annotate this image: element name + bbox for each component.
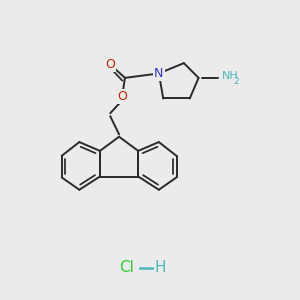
Text: N: N xyxy=(154,67,164,80)
Text: 2: 2 xyxy=(233,77,239,86)
Text: H: H xyxy=(154,260,166,275)
Text: O: O xyxy=(117,91,127,103)
Text: O: O xyxy=(105,58,115,71)
Text: Cl: Cl xyxy=(119,260,134,275)
Text: NH: NH xyxy=(222,71,239,81)
